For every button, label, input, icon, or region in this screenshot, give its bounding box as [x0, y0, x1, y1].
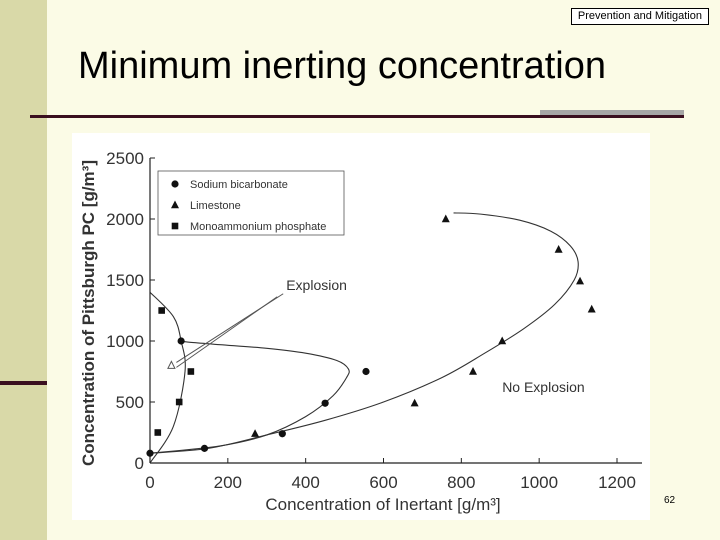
- data-points: [146, 214, 596, 457]
- limestone-point: [498, 336, 507, 345]
- x-tick-label: 600: [369, 473, 397, 492]
- open-triangle-marker: [167, 360, 176, 369]
- boundary-curve: [149, 291, 186, 464]
- y-tick-label: 500: [116, 393, 144, 412]
- monoammonium-phosphate-point: [187, 368, 195, 375]
- legend: Sodium bicarbonate Limestone Monoammonium …: [157, 170, 345, 236]
- limestone-point: [576, 276, 585, 285]
- monoammonium-phosphate-point: [154, 429, 162, 436]
- x-tick-label: 0: [145, 473, 154, 492]
- x-tick-label: 1200: [598, 473, 636, 492]
- y-tick-label: 1000: [106, 332, 144, 351]
- legend-box: [157, 170, 345, 236]
- sodium-bicarbonate-point: [146, 449, 154, 457]
- y-tick-label: 0: [135, 454, 144, 473]
- x-tick-label: 1000: [520, 473, 558, 492]
- limestone-point: [587, 304, 596, 313]
- monoammonium-phosphate-point: [158, 307, 165, 314]
- x-tick-label: 800: [447, 473, 475, 492]
- arrow-lower: [176, 296, 278, 368]
- annotations: Explosion No Explosion: [167, 277, 585, 395]
- x-axis-label: Concentration of Inertant [g/m³]: [265, 495, 500, 514]
- y-axis-label: Concentration of Pittsburgh PC [g/m³]: [79, 160, 98, 466]
- sodium-bicarbonate-point: [362, 367, 370, 376]
- axes: [149, 158, 642, 464]
- page-number: 62: [664, 495, 676, 506]
- section-tag: Prevention and Mitigation: [570, 8, 709, 25]
- sodium-bicarbonate-point: [177, 337, 185, 345]
- sodium-bicarbonate-point: [278, 430, 286, 438]
- legend-label-monoammonium-phosphate: Monoammonium phosphate: [190, 221, 326, 233]
- boundary-curve: [149, 340, 350, 454]
- x-tick-label: 200: [214, 473, 242, 492]
- limestone-point: [410, 398, 419, 407]
- boundary-curves: [149, 212, 579, 464]
- annotation-explosion: Explosion: [286, 277, 347, 293]
- legend-label-sodium-bicarbonate: Sodium bicarbonate: [190, 179, 288, 191]
- legend-marker-monoammonium-phosphate: [171, 222, 179, 230]
- y-tick-label: 2500: [106, 149, 144, 168]
- sodium-bicarbonate-point: [321, 399, 329, 407]
- slide-title: Minimum inerting concentration: [78, 45, 607, 87]
- legend-label-limestone: Limestone: [190, 200, 241, 212]
- legend-marker-sodium-bicarbonate: [171, 180, 179, 188]
- y-tick-label: 1500: [106, 271, 144, 290]
- sidebar-accent: [0, 381, 47, 385]
- chart-container: 0 200 400 600 800 1000 1200 0 500 1000 1500 2000 250…: [72, 133, 650, 520]
- annotation-no-explosion: No Explosion: [502, 379, 584, 395]
- tick-labels: 0 200 400 600 800 1000 1200 0 500 1000 1500 2000 250…: [106, 149, 636, 492]
- sodium-bicarbonate-point: [200, 444, 209, 452]
- chart: 0 200 400 600 800 1000 1200 0 500 1000 1500 2000 250…: [79, 149, 642, 514]
- limestone-point: [469, 367, 478, 375]
- limestone-point: [554, 245, 563, 253]
- legend-marker-limestone: [171, 200, 179, 209]
- sidebar-bar: [0, 0, 47, 540]
- y-tick-label: 2000: [106, 210, 144, 229]
- tick-marks: [149, 157, 618, 464]
- boundary-curve: [149, 212, 579, 454]
- limestone-point: [441, 214, 450, 223]
- title-rule: [30, 115, 684, 118]
- monoammonium-phosphate-point: [175, 398, 183, 406]
- title-rule-accent: [540, 110, 684, 117]
- x-tick-label: 400: [291, 473, 319, 492]
- limestone-point: [251, 429, 260, 437]
